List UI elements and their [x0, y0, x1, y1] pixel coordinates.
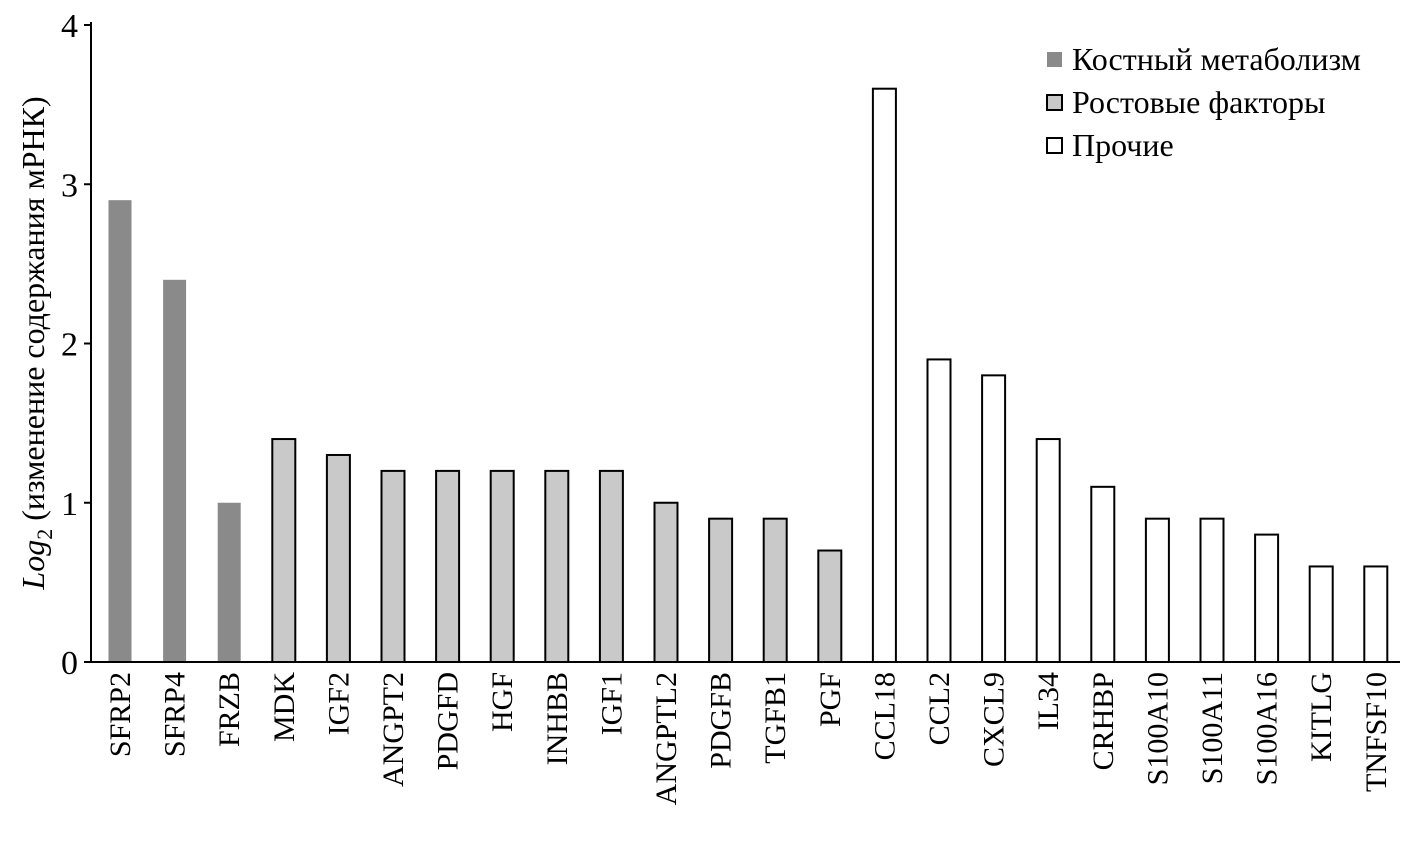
x-tick-label: IGF1 [595, 672, 628, 735]
bar-mdk [271, 438, 297, 663]
x-tick-label: SFRP2 [104, 672, 137, 757]
x-tick-label: CXCL9 [978, 672, 1011, 767]
bar-ccl2 [926, 358, 952, 663]
y-tick-label: 3 [61, 167, 78, 204]
bars [108, 87, 1389, 664]
x-tick-label: PGF [814, 672, 847, 727]
y-tick-label: 0 [61, 645, 78, 682]
x-tick-label: TGFB1 [759, 672, 792, 764]
x-tick-label: IL34 [1032, 672, 1065, 730]
bar-kitlg [1308, 565, 1334, 664]
legend-label: Ростовые факторы [1072, 84, 1326, 120]
y-tick-label: 4 [61, 8, 78, 45]
x-tick-label: SFRP4 [159, 672, 192, 757]
x-tick-label: ANGPTL2 [650, 672, 683, 805]
x-tick-label: PDGFD [432, 672, 465, 770]
x-tick-label: CRHBP [1087, 672, 1120, 770]
x-tick-label: CCL2 [923, 672, 956, 745]
legend-swatch [1046, 137, 1063, 154]
x-tick-label: TNFSF10 [1360, 672, 1393, 792]
x-tick-label: FRZB [213, 672, 246, 747]
bar-tgfb1 [762, 517, 788, 663]
y-ticks: 0 1 2 3 4 [61, 8, 91, 682]
bar-frzb [217, 502, 241, 662]
x-tick-label: MDK [268, 672, 301, 742]
bar-igf1 [598, 469, 624, 663]
bar-cxcl9 [981, 374, 1007, 663]
x-tick-label: S100A10 [1141, 672, 1174, 785]
legend-label: Прочие [1072, 127, 1174, 163]
x-tick-label: PDGFB [705, 672, 738, 769]
bar-inhbb [544, 469, 570, 663]
bar-sfrp2 [108, 200, 132, 663]
x-tick-labels: SFRP2 SFRP4 FRZB MDK IGF2 ANGPT2 PDGFD HGF INHBB… [104, 672, 1393, 806]
bar-hgf [489, 469, 515, 663]
bar-il34 [1035, 438, 1061, 663]
bar-angpt2 [380, 469, 406, 663]
legend-swatch [1047, 52, 1062, 67]
bar-crhbp [1090, 485, 1116, 664]
bar-pdgfd [435, 469, 461, 663]
y-axis-label: Log2 (изменение содержания мРНК) [15, 96, 57, 590]
bar-pgf [817, 549, 843, 664]
legend: Костный метаболизм Ростовые факторы Прочие [1046, 41, 1361, 163]
x-tick-label: KITLG [1305, 672, 1338, 762]
bar-angptl2 [653, 501, 679, 663]
bar-igf2 [325, 453, 351, 663]
y-tick-label: 2 [61, 327, 78, 364]
y-tick-label: 1 [61, 486, 78, 523]
x-tick-label: CCL18 [868, 672, 901, 760]
x-tick-label: S100A11 [1196, 672, 1229, 784]
bar-s100a16 [1254, 533, 1280, 663]
bar-s100a10 [1144, 517, 1170, 663]
legend-swatch [1046, 94, 1063, 111]
x-tick-label: S100A16 [1251, 672, 1284, 785]
x-tick-label: ANGPT2 [377, 672, 410, 787]
x-tick-label: IGF2 [322, 672, 355, 735]
bar-tnfsf10 [1363, 565, 1389, 664]
bar-sfrp4 [163, 279, 187, 662]
bar-s100a11 [1199, 517, 1225, 663]
x-tick-label: HGF [486, 672, 519, 732]
bar-pdgfb [708, 517, 734, 663]
x-tick-label: INHBB [541, 672, 574, 765]
legend-label: Костный метаболизм [1072, 41, 1361, 77]
bar-ccl18 [871, 87, 897, 663]
